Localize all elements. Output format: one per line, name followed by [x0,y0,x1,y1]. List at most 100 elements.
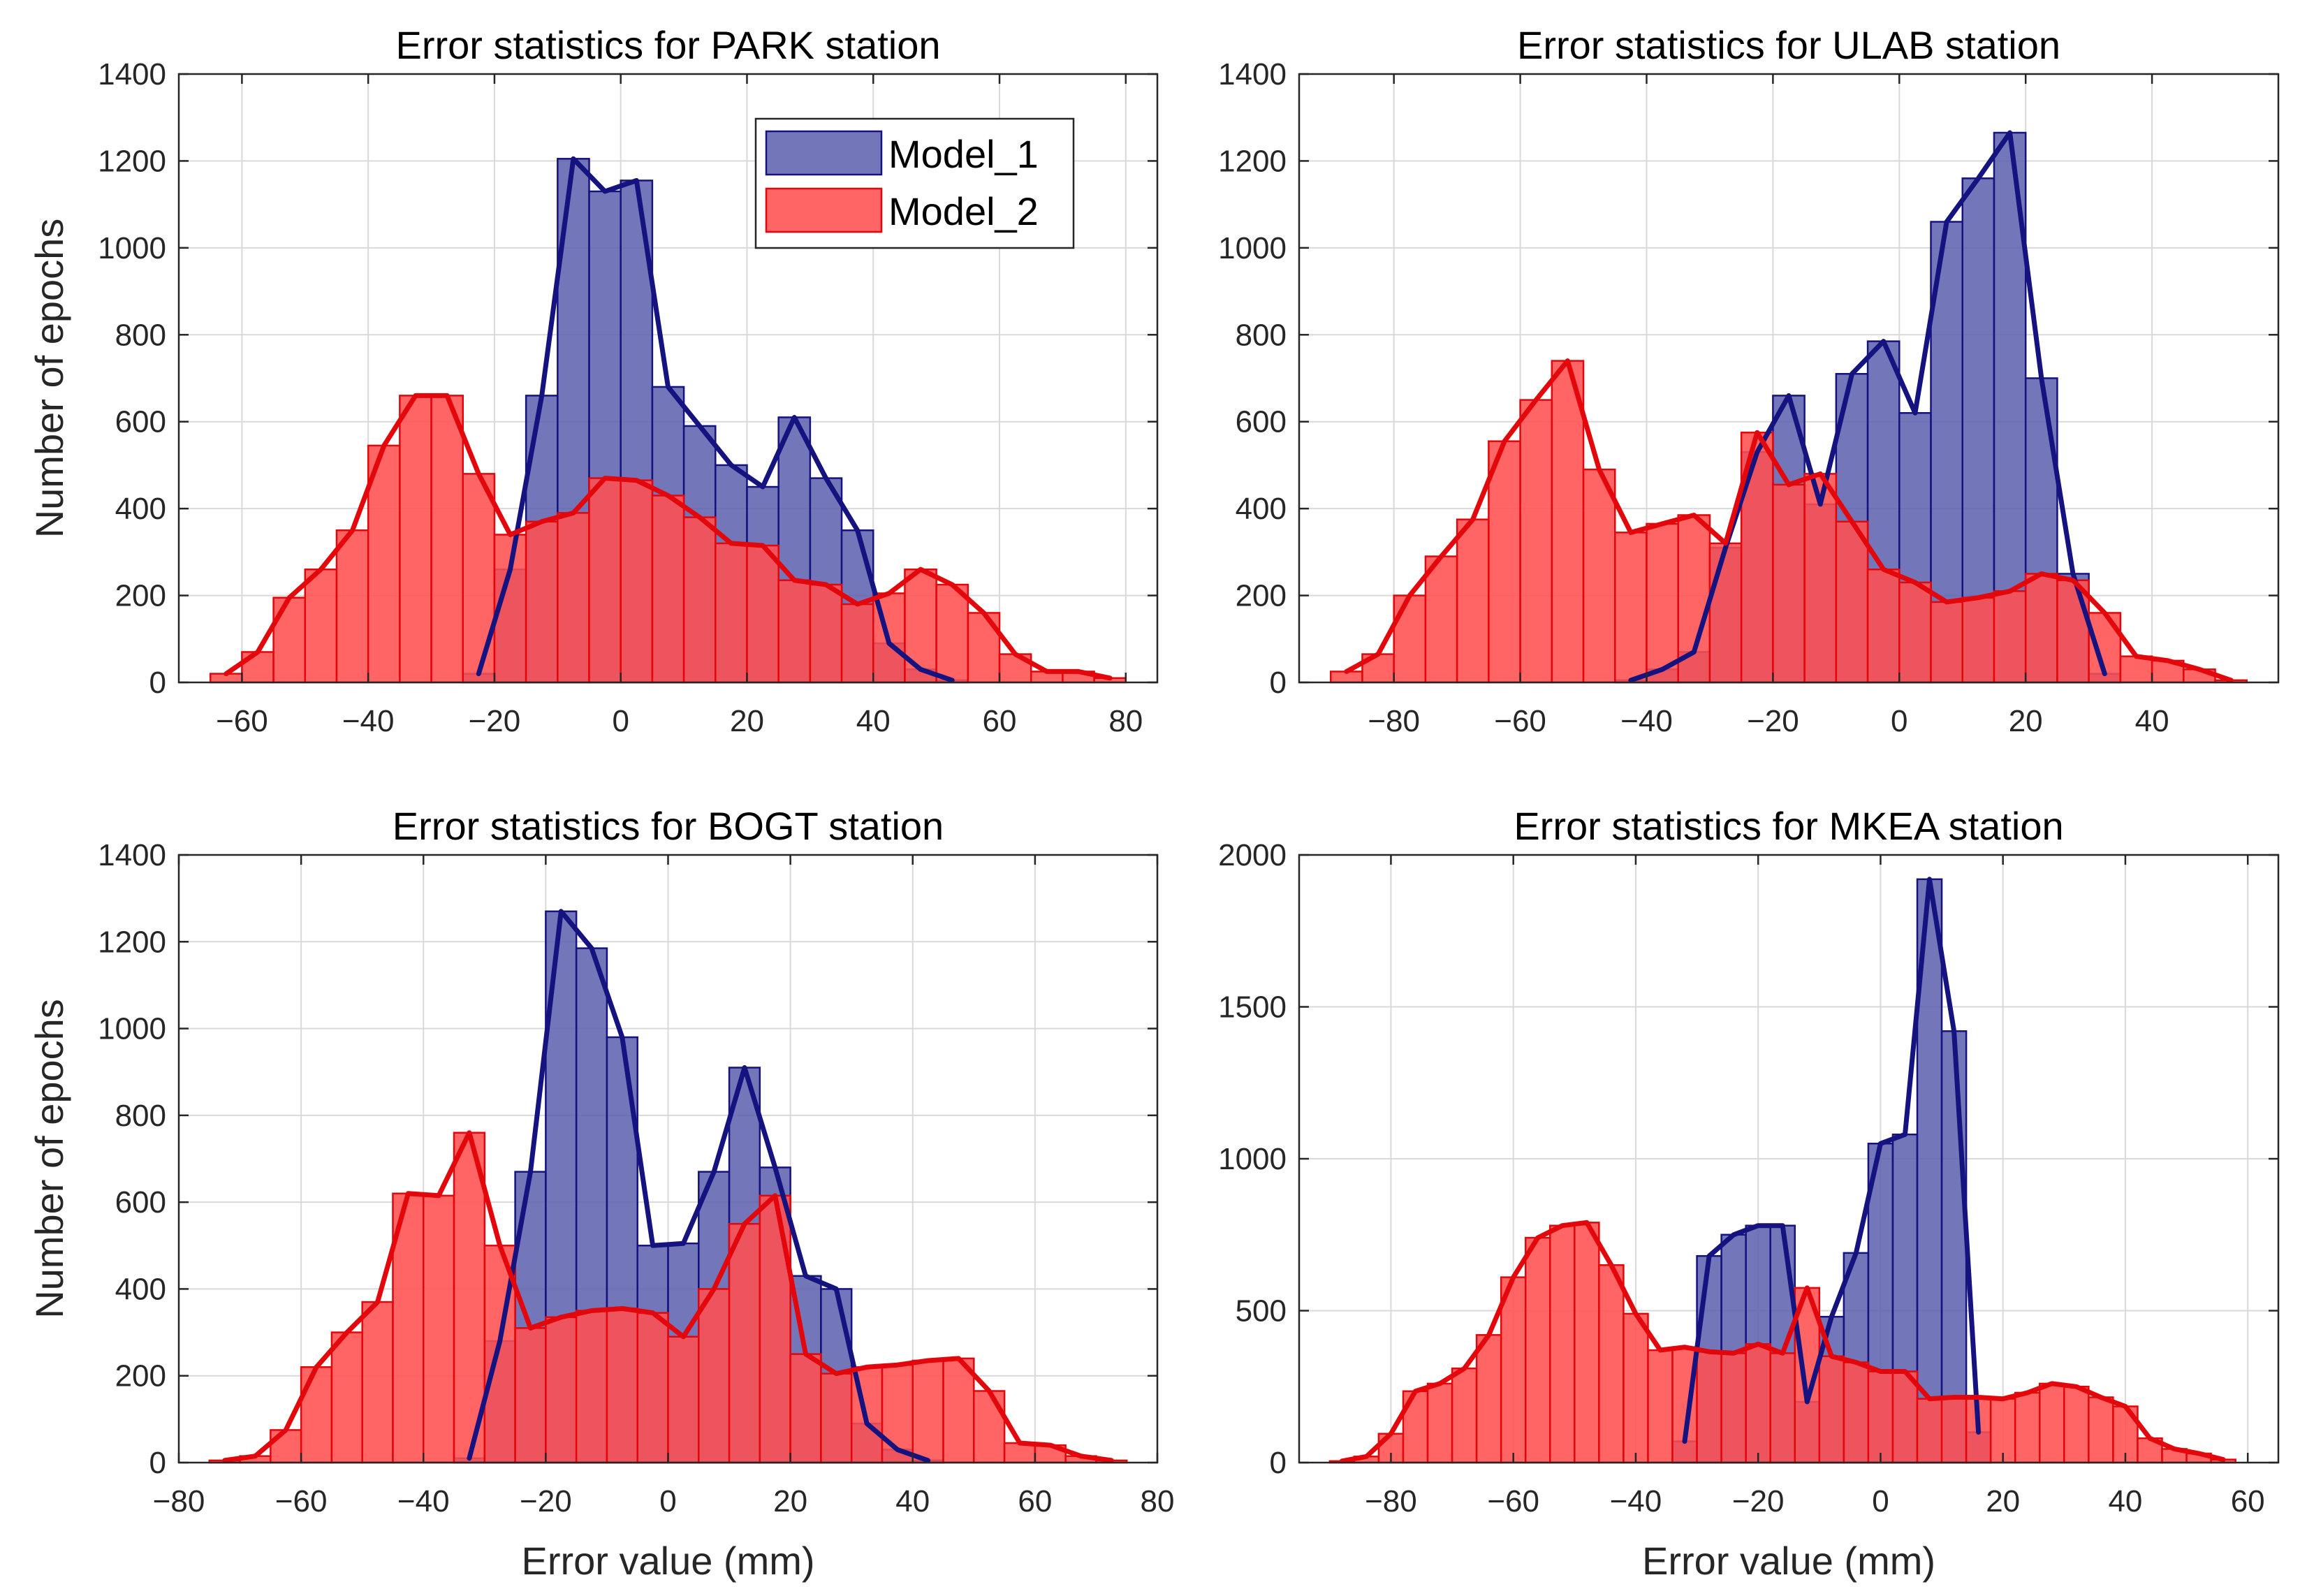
subplot-4: −80 −60 −40 −20 0 20 40 60 0 500 1000 1500 2000 Error… [1218,804,2280,1583]
histogram-bar [746,544,779,684]
x-axis-label: Error value (mm) [521,1539,814,1583]
x-tick-label: −40 [1610,1484,1662,1518]
histogram-bar [904,568,937,684]
y-tick-label: 0 [1270,1446,1287,1480]
histogram-bar [1623,1312,1649,1464]
chart-title: Error statistics for PARK station [395,23,940,67]
x-tick-label: −20 [469,704,521,738]
histogram-bar [1582,468,1616,684]
curve-model-2 [1344,358,2234,683]
legend-label-model-1: Model_1 [888,132,1039,176]
x-axis-label: Error value (mm) [1642,1539,1935,1583]
histogram-bar [545,1316,578,1464]
y-tick-label: 1000 [98,231,166,265]
y-axis-label: Number of epochs [27,219,71,539]
histogram-bar [270,1429,302,1464]
histogram-bar [335,529,369,684]
histogram-bar [2056,579,2090,684]
y-tick-label: 400 [115,492,166,526]
histogram-bar [1475,1334,1502,1464]
histogram-bar [1456,518,1490,684]
axes-frame [1298,73,2280,684]
histogram-bar [1745,1343,1771,1464]
x-tick-label: −60 [216,704,268,738]
y-tick-label: 0 [149,1446,166,1480]
x-tick-label: −80 [1365,1484,1417,1518]
histogram-bar [1898,581,1932,684]
histogram-bar [1647,1349,1674,1464]
histogram-bar [272,596,307,684]
x-tick-label: −20 [1747,704,1799,738]
histogram-bar [1426,1382,1453,1464]
histogram-bar [820,1372,853,1464]
histogram-bar [1891,1370,1919,1464]
histogram-bar [1549,1224,1576,1464]
bars-model-2 [1329,360,2248,684]
x-tick-label: 20 [1986,1484,2020,1518]
curve-model-2 [1339,1220,2226,1464]
histogram-bar [2024,573,2058,684]
histogram-bar [399,395,432,684]
x-tick-label: −20 [1732,1484,1785,1518]
subplot-2: −80 −60 −40 −20 0 20 4002004006008001000120014… [1218,23,2280,738]
histogram-bar [1866,568,1900,684]
histogram-bar [636,1312,669,1464]
chart-title: Error statistics for ULAB station [1517,23,2060,67]
histogram-bar [942,1357,975,1464]
histogram-bar [575,1310,608,1464]
y-tick-label: 800 [115,318,166,352]
histogram-bar [300,1366,333,1464]
y-tick-label: 1400 [98,838,166,872]
y-tick-label: 0 [1270,666,1287,700]
x-tick-label: 0 [1872,1484,1889,1518]
x-tick-label: 80 [1141,1484,1175,1518]
histogram-bar [1843,1361,1870,1464]
histogram-bar [1867,1370,1894,1464]
x-tick-label: 60 [983,704,1017,738]
histogram-bar [1961,596,1995,684]
histogram-bar [1835,520,1869,684]
histogram-bar [430,395,464,684]
chart-title: Error statistics for BOGT station [393,804,944,848]
y-tick-label: 1000 [1218,231,1287,265]
y-tick-label: 1000 [1218,1142,1287,1176]
x-tick-label: −60 [275,1484,328,1518]
histogram-bar [2063,1386,2090,1464]
x-tick-label: −40 [1620,704,1673,738]
curve-model-1 [476,156,955,683]
histogram-bar [1769,1352,1796,1464]
x-tick-label: 60 [1018,1484,1052,1518]
curve-model-2 [222,1130,1114,1463]
histogram-bar [304,568,338,684]
histogram-bar [330,1331,363,1464]
legend: Model_1 Model_2 [754,117,1075,249]
histogram-bar [1696,1350,1722,1464]
y-tick-label: 600 [115,405,166,439]
histogram-bar [367,444,401,684]
y-tick-label: 1400 [98,57,166,91]
histogram-bar [606,1308,638,1464]
histogram-bar [682,516,717,684]
histogram-bar [1598,1264,1625,1464]
histogram-bar [1500,1276,1527,1464]
y-tick-label: 400 [115,1272,166,1306]
histogram-bar [1574,1222,1600,1464]
x-tick-label: 20 [2009,704,2043,738]
axes-frame [177,73,1159,684]
x-tick-label: −80 [1368,704,1420,738]
histogram-bar [1393,594,1427,684]
histogram-bar [525,520,559,684]
x-tick-label: −40 [342,704,395,738]
curve-model-2 [224,393,1113,681]
histogram-bar [1772,483,1806,684]
histogram-bar [667,1335,700,1464]
histogram-bar [698,1288,731,1464]
histogram-bar [1930,601,1963,684]
curve-model-1 [1682,877,1982,1444]
y-tick-label: 2000 [1218,838,1287,872]
curve-model-1 [1628,130,2107,683]
histogram-bar [423,1194,455,1464]
histogram-bar [1940,1030,1968,1464]
x-tick-label: 40 [856,704,891,738]
